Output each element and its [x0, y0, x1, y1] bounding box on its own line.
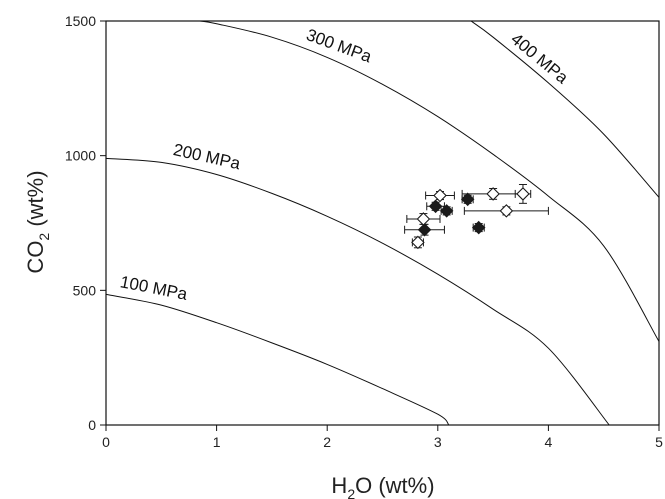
- isobar-curve: [105, 293, 450, 426]
- filled-diamond-point: [404, 222, 445, 237]
- y-tick-label: 1500: [65, 13, 96, 29]
- filled-diamond-point: [460, 192, 475, 207]
- isobar-labels: 100 MPa 200 MPa 300 MPa 400 MPa: [119, 25, 573, 304]
- x-tick-label: 2: [323, 434, 331, 450]
- open-diamond-point: [406, 212, 441, 226]
- open-diamond-point: [425, 188, 455, 203]
- filled-diamond-point: [426, 199, 445, 214]
- y-tick-label: 0: [88, 417, 96, 433]
- filled-diamond-point: [471, 220, 486, 235]
- open-diamond-point: [461, 187, 525, 201]
- open-diamond-point: [411, 235, 425, 250]
- y-tick-label: 500: [73, 282, 97, 298]
- plot-frame: [105, 20, 660, 426]
- isobar-curve: [470, 20, 660, 198]
- open-diamond-point: [514, 183, 532, 204]
- isobar-curves: [105, 20, 660, 426]
- x-axis-title: H2O (wt%): [331, 473, 434, 499]
- x-tick-label: 3: [434, 434, 442, 450]
- isobar-label: 100 MPa: [119, 272, 190, 304]
- axis-ticks: 0 1 2 3 4 5 0 500 1000 1500: [65, 13, 663, 450]
- data-points: [404, 183, 549, 250]
- isobar-label: 200 MPa: [171, 140, 242, 173]
- y-tick-label: 1000: [65, 148, 96, 164]
- isobar-label: 400 MPa: [507, 29, 572, 87]
- isobar-curve: [199, 20, 660, 342]
- y-axis-title: CO2 (wt%): [23, 170, 52, 273]
- isobar-label: 300 MPa: [304, 25, 375, 66]
- x-tick-label: 4: [545, 434, 553, 450]
- x-tick-label: 1: [213, 434, 221, 450]
- isobar-curve: [105, 157, 610, 426]
- filled-diamond-point: [439, 204, 454, 218]
- x-tick-label: 5: [655, 434, 663, 450]
- open-diamond-point: [463, 204, 549, 218]
- x-tick-label: 0: [102, 434, 110, 450]
